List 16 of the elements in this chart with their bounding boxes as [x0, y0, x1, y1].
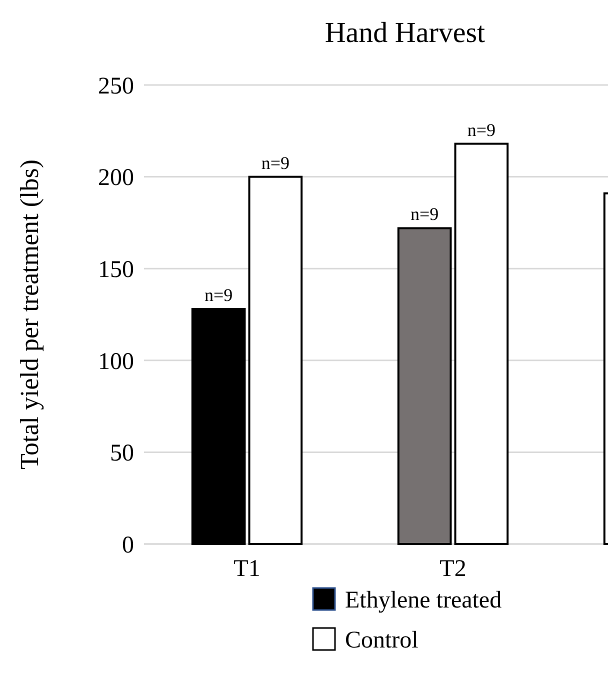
- annotation: n=9: [261, 152, 290, 173]
- x-tick-label: T2: [440, 556, 466, 582]
- y-axis-title: Total yield per treatment (lbs): [15, 159, 44, 470]
- annotation: n=9: [204, 284, 233, 305]
- annotation: n=9: [467, 120, 496, 140]
- y-tick-label: 50: [110, 440, 134, 467]
- legend-label: Control: [345, 627, 419, 654]
- y-tick-label: 200: [98, 165, 134, 192]
- y-tick-label: 250: [98, 73, 134, 100]
- y-tick-label: 150: [98, 257, 134, 283]
- annotation: n=9: [410, 204, 439, 224]
- legend-label: Ethylene treated: [345, 587, 502, 614]
- chart-title: Hand Harvest: [324, 17, 486, 49]
- y-tick-label: 0: [122, 532, 134, 558]
- y-tick-label: 100: [98, 348, 134, 375]
- x-tick-label: T1: [234, 556, 260, 582]
